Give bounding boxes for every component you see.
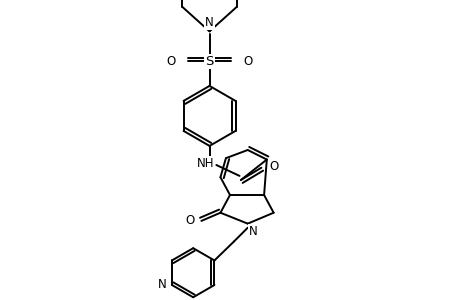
Text: O: O [185, 214, 194, 227]
Text: N: N [157, 278, 166, 292]
Text: N: N [249, 225, 257, 238]
Text: O: O [166, 55, 175, 68]
Text: S: S [205, 55, 213, 68]
Text: O: O [269, 160, 278, 173]
Text: NH: NH [196, 157, 214, 170]
Text: N: N [205, 16, 213, 28]
Text: O: O [243, 55, 252, 68]
